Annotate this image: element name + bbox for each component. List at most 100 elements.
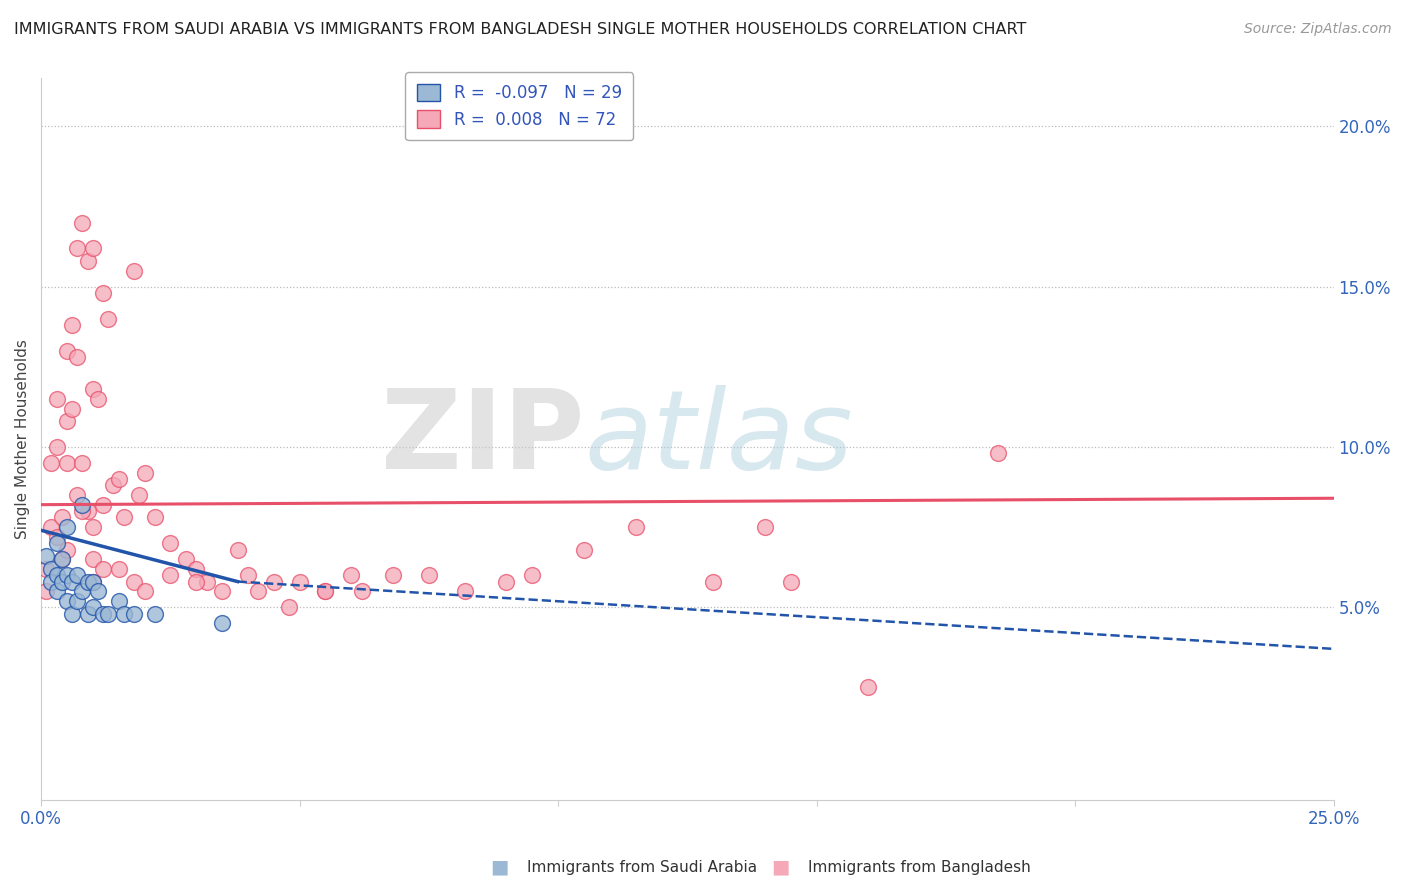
Point [45, 530, 67, 544]
Point [314, 584, 336, 599]
Point [247, 584, 270, 599]
Point [128, 488, 150, 502]
Point [91, 498, 114, 512]
Point [56, 568, 79, 582]
Point [350, 584, 373, 599]
Point [159, 536, 181, 550]
Point [51, 552, 73, 566]
Point [195, 574, 218, 589]
Point [66, 568, 89, 582]
Point [56, 343, 79, 358]
Point [76, 254, 98, 268]
Point [82, 382, 104, 396]
Point [754, 520, 776, 534]
Point [60, 607, 83, 621]
Point [35, 584, 58, 599]
Point [122, 263, 145, 277]
Point [56, 456, 79, 470]
Point [72, 456, 94, 470]
Point [56, 594, 79, 608]
Point [56, 520, 79, 534]
Point [314, 584, 336, 599]
Point [51, 574, 73, 589]
Text: ■: ■ [489, 857, 509, 877]
Point [702, 574, 724, 589]
Point [87, 584, 110, 599]
Point [186, 574, 208, 589]
Text: atlas: atlas [583, 385, 852, 492]
Point [91, 286, 114, 301]
Point [134, 466, 156, 480]
Point [35, 562, 58, 576]
Point [278, 600, 301, 615]
Point [45, 568, 67, 582]
Point [56, 414, 79, 428]
Point [82, 574, 104, 589]
Point [45, 584, 67, 599]
Point [76, 574, 98, 589]
Point [107, 562, 129, 576]
Point [779, 574, 801, 589]
Point [134, 584, 156, 599]
Point [91, 562, 114, 576]
Point [82, 574, 104, 589]
Point [51, 510, 73, 524]
Text: Source: ZipAtlas.com: Source: ZipAtlas.com [1244, 22, 1392, 37]
Point [236, 568, 259, 582]
Point [72, 504, 94, 518]
Point [76, 504, 98, 518]
Point [495, 574, 517, 589]
Point [522, 568, 544, 582]
Text: ■: ■ [770, 857, 790, 877]
Legend: R =  -0.097   N = 29, R =  0.008   N = 72: R = -0.097 N = 29, R = 0.008 N = 72 [405, 72, 634, 140]
Point [97, 607, 120, 621]
Point [41, 562, 63, 576]
Point [112, 510, 135, 524]
Y-axis label: Single Mother Households: Single Mother Households [15, 339, 30, 539]
Point [82, 241, 104, 255]
Point [60, 318, 83, 333]
Point [76, 607, 98, 621]
Point [211, 616, 233, 631]
Point [226, 542, 249, 557]
Point [186, 562, 208, 576]
Point [82, 520, 104, 534]
Point [97, 311, 120, 326]
Text: IMMIGRANTS FROM SAUDI ARABIA VS IMMIGRANTS FROM BANGLADESH SINGLE MOTHER HOUSEHO: IMMIGRANTS FROM SAUDI ARABIA VS IMMIGRAN… [14, 22, 1026, 37]
Point [288, 574, 311, 589]
Point [82, 600, 104, 615]
Point [107, 472, 129, 486]
Point [51, 552, 73, 566]
Point [72, 216, 94, 230]
Point [987, 446, 1010, 460]
Point [381, 568, 404, 582]
Point [41, 456, 63, 470]
Point [107, 594, 129, 608]
Text: Immigrants from Saudi Arabia: Immigrants from Saudi Arabia [527, 860, 758, 874]
Text: Immigrants from Bangladesh: Immigrants from Bangladesh [808, 860, 1031, 874]
Point [45, 440, 67, 454]
Point [41, 520, 63, 534]
Point [66, 594, 89, 608]
Point [122, 574, 145, 589]
Point [159, 568, 181, 582]
Point [60, 574, 83, 589]
Point [211, 584, 233, 599]
Point [143, 607, 166, 621]
Point [572, 542, 595, 557]
Point [66, 350, 89, 364]
Point [91, 607, 114, 621]
Point [112, 607, 135, 621]
Point [454, 584, 477, 599]
Point [263, 574, 285, 589]
Point [66, 488, 89, 502]
Point [174, 552, 197, 566]
Point [624, 520, 647, 534]
Point [122, 607, 145, 621]
Point [103, 478, 125, 492]
Point [858, 681, 880, 695]
Point [418, 568, 440, 582]
Point [60, 401, 83, 416]
Text: ZIP: ZIP [381, 385, 583, 492]
Point [41, 574, 63, 589]
